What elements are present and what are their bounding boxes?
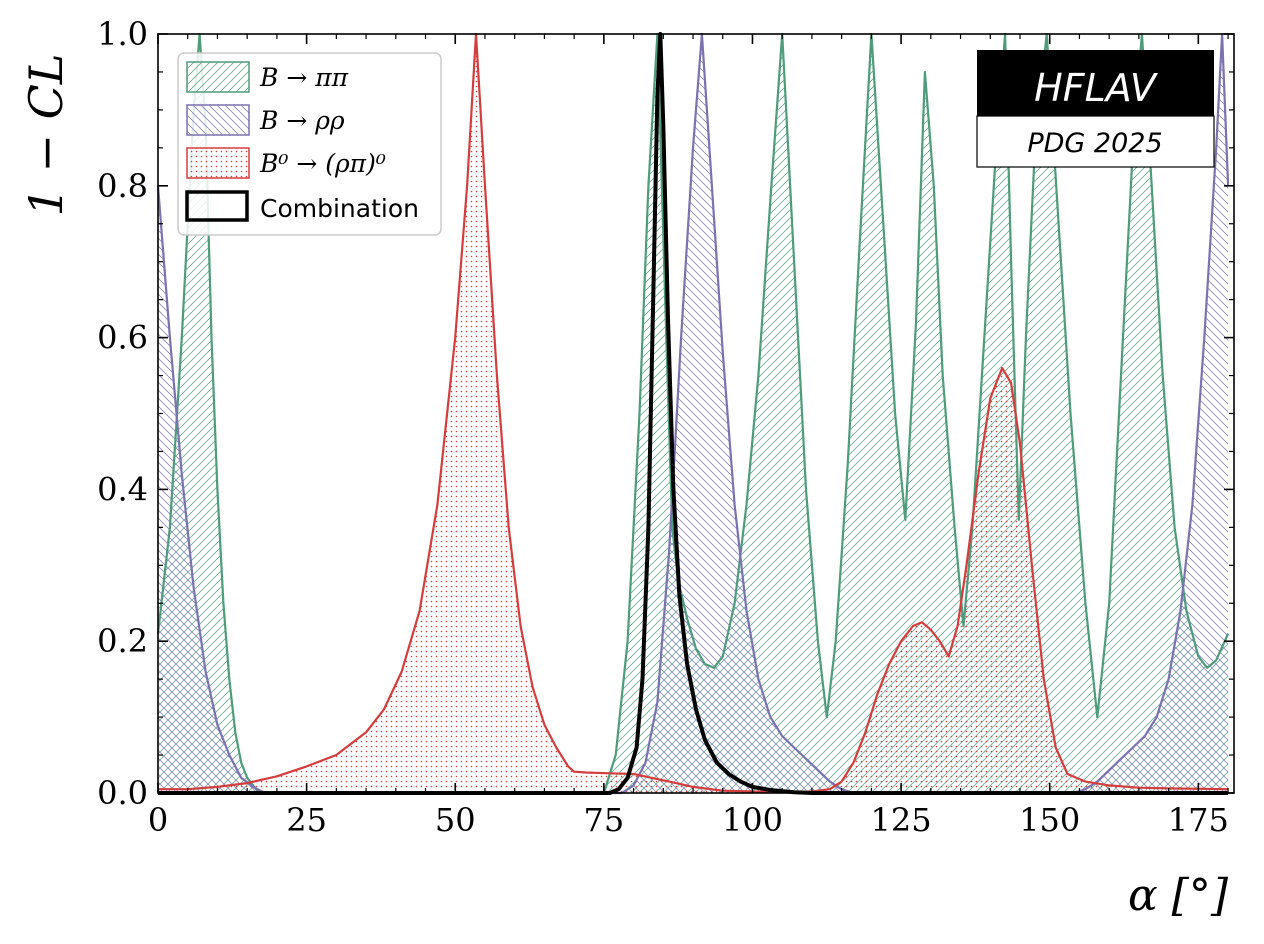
- x-axis-label: α [°]: [1128, 870, 1229, 921]
- x-tick-label: 175: [1168, 801, 1229, 839]
- series-area-1: [158, 34, 1229, 793]
- y-tick-label: 1.0: [97, 15, 148, 53]
- badge-title: HFLAV: [1034, 66, 1159, 110]
- hflav-badge: HFLAV PDG 2025: [976, 50, 1215, 168]
- legend: B → ππ B → ρρ B⁰ → (ρπ)⁰ Combination: [177, 52, 442, 236]
- ticks: 0 25 50 75 100 125 150 175 0.0 0.2 0.4 0.6 0.8 1.0: [97, 15, 1234, 839]
- x-tick-label: 0: [148, 801, 168, 839]
- y-tick-label: 0.4: [97, 470, 148, 508]
- y-tick-label: 0.6: [97, 319, 148, 357]
- legend-swatch-rhorho: [186, 104, 250, 136]
- legend-label-pipi: B → ππ: [259, 63, 349, 92]
- series-layer: [156, 32, 1230, 795]
- y-tick-label: 0.8: [97, 167, 148, 205]
- badge-subtitle-box: [976, 115, 1215, 168]
- legend-label-combination: Combination: [260, 194, 419, 223]
- legend-swatch-combination: [185, 190, 249, 222]
- y-tick-label: 0.0: [97, 774, 148, 812]
- legend-swatch-rhopi: [186, 147, 250, 179]
- badge-title-box: [977, 50, 1214, 116]
- x-tick-label: 25: [286, 801, 327, 839]
- x-tick-label: 100: [722, 801, 783, 839]
- y-tick-label: 0.2: [97, 622, 148, 660]
- legend-frame: [177, 52, 442, 236]
- x-tick-label: 125: [871, 801, 932, 839]
- legend-label-rhopi: B⁰ → (ρπ)⁰: [259, 149, 386, 178]
- y-axis-label: 1 − CL: [19, 54, 73, 217]
- x-tick-label: 75: [583, 801, 624, 839]
- x-tick-label: 150: [1019, 801, 1080, 839]
- legend-label-rhorho: B → ρρ: [259, 106, 345, 135]
- badge-subtitle: PDG 2025: [1027, 128, 1162, 159]
- legend-swatch-pipi: [186, 61, 250, 93]
- series-area-2: [158, 34, 1229, 793]
- x-tick-label: 50: [435, 801, 476, 839]
- series-line-2: [158, 32, 1229, 794]
